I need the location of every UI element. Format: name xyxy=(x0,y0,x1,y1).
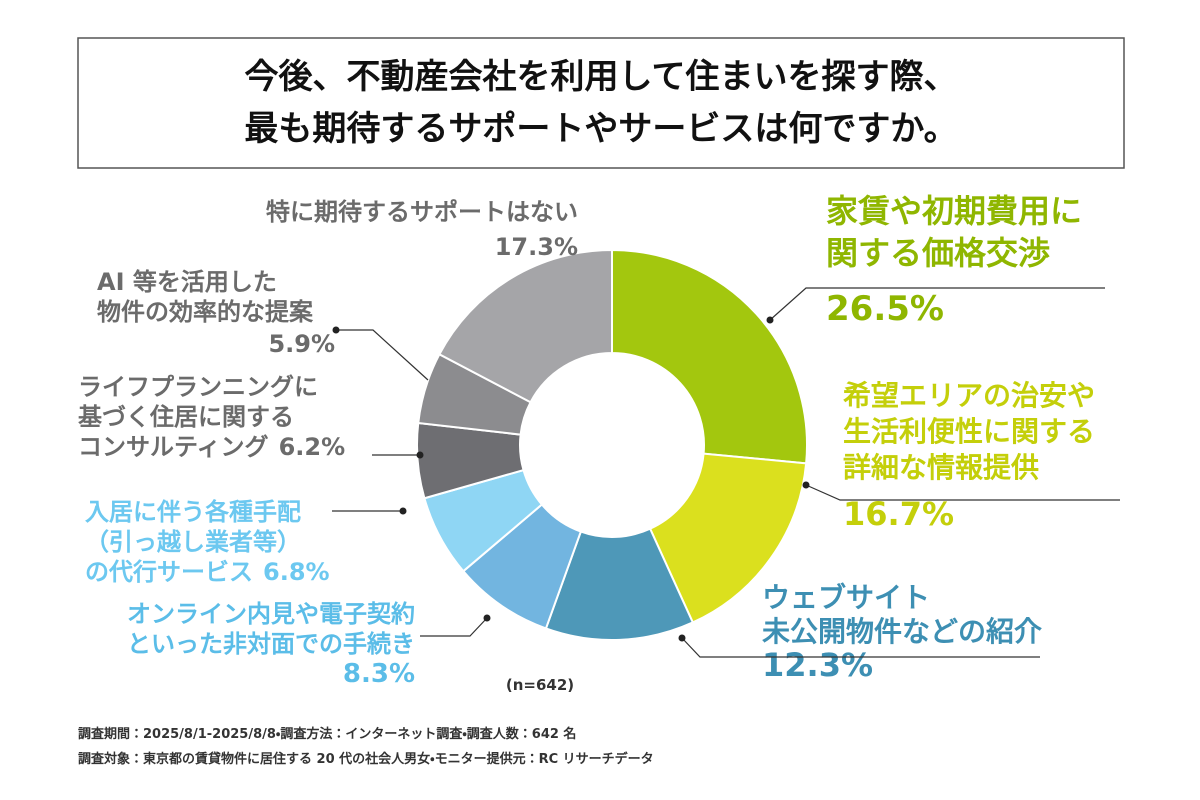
donut-slice xyxy=(438,248,613,404)
leader-line xyxy=(805,484,1120,501)
leader-dot xyxy=(332,326,340,334)
leader-dot xyxy=(483,614,491,622)
leader-dot xyxy=(678,634,686,642)
value-label: 6.8% xyxy=(263,558,330,586)
value-label: 8.3% xyxy=(343,659,415,689)
title-box xyxy=(77,37,1125,169)
donut-slice xyxy=(648,452,808,624)
slice-label: 関する価格交渉 xyxy=(826,234,1050,272)
footnote: 調査対象：東京都の賃貸物件に居住する 20 代の社会人男女・モニター提供元：RC… xyxy=(78,751,654,767)
leader-line xyxy=(681,637,1040,658)
value-label: 16.7% xyxy=(843,495,954,533)
slice-label: 基づく住居に関する xyxy=(78,403,294,431)
slice-label: といった非対面での手続き xyxy=(127,630,415,658)
footnote: 調査期間：2025/8/1-2025/8/8・調査方法：インターネット調査・調査… xyxy=(78,726,576,742)
chart-title: 最も期待するサポートやサービスは何ですか。 xyxy=(244,109,957,149)
slice-label: 物件の効率的な提案 xyxy=(97,298,314,326)
slice-label: 入居に伴う各種手配 xyxy=(85,498,301,526)
value-label: 5.9% xyxy=(268,330,335,358)
value-label: 6.2% xyxy=(279,433,346,461)
sample-note: (n=642) xyxy=(506,676,574,694)
slice-label: 家賃や初期費用に xyxy=(826,192,1082,230)
slice-label: の代行サービス xyxy=(85,558,253,586)
leader-dot xyxy=(802,481,810,489)
leader-line xyxy=(336,329,429,381)
slice-label: 希望エリアの治安や xyxy=(843,379,1095,412)
leader-line xyxy=(769,287,1105,321)
leader-dot xyxy=(766,316,774,324)
value-label: 26.5% xyxy=(826,289,944,329)
slice-label: コンサルティング xyxy=(78,433,269,461)
slice-label: 生活利便性に関する xyxy=(843,415,1095,448)
slice-label: （引っ越し業者等） xyxy=(85,528,301,556)
slice-label: 詳細な情報提供 xyxy=(843,451,1039,484)
leader-line xyxy=(420,617,488,637)
donut-slice xyxy=(611,248,808,465)
slice-label: 特に期待するサポートはない xyxy=(266,198,578,226)
slice-label: 未公開物件などの紹介 xyxy=(762,615,1042,648)
slice-label: ライフプランニングに xyxy=(78,373,318,401)
chart-title: 今後、不動産会社を利用して住まいを探す際、 xyxy=(245,57,958,97)
slice-label: AI 等を活用した xyxy=(97,268,277,296)
leader-dot xyxy=(399,507,407,515)
slice-label: ウェブサイト xyxy=(762,581,930,614)
slice-label: オンライン内見や電子契約 xyxy=(127,600,415,628)
value-label: 12.3% xyxy=(762,646,873,684)
value-label: 17.3% xyxy=(495,233,578,261)
leader-dot xyxy=(416,451,424,459)
